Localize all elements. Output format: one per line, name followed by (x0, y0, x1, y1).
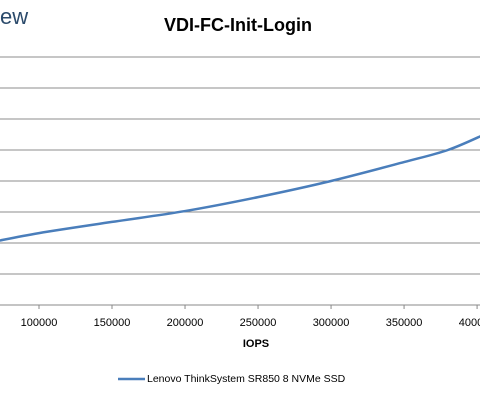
x-tick-label: 150000 (94, 317, 131, 329)
x-tick-label: 200000 (167, 317, 204, 329)
x-axis-label: IOPS (243, 338, 269, 350)
logo: ew (0, 4, 28, 29)
x-tick-label: 250000 (240, 317, 277, 329)
legend-label: Lenovo ThinkSystem SR850 8 NVMe SSD (147, 373, 346, 385)
x-tick-label: 100000 (21, 317, 58, 329)
x-tick-label: 350000 (386, 317, 423, 329)
data-line (0, 135, 480, 242)
plot-area (0, 135, 480, 242)
x-tick-label: 400000 (459, 317, 480, 329)
x-tick-label: 300000 (313, 317, 350, 329)
chart-title: VDI-FC-Init-Login (164, 15, 312, 35)
